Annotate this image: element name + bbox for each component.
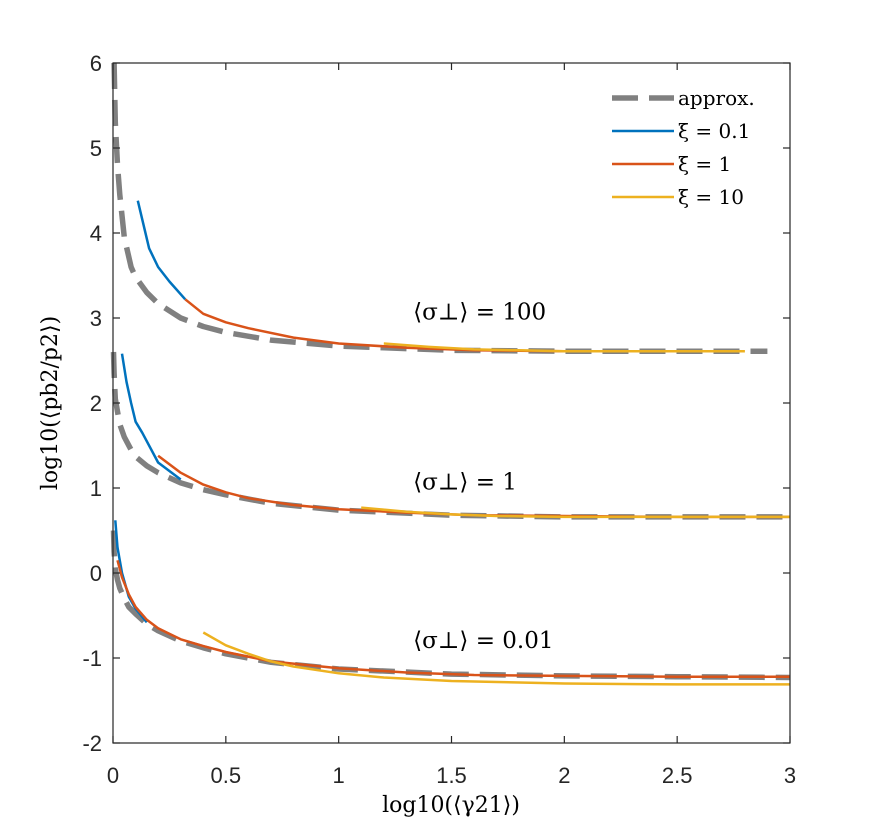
series-line-0-1-sigma-100 (136, 200, 187, 301)
series-line-1-sigma-0-01 (116, 559, 790, 678)
series-line-10-sigma-1 (361, 506, 790, 519)
x-tick-label: 3 (784, 763, 796, 788)
legend-label-10: ξ = 10 (678, 185, 744, 209)
x-tick-label: 0.5 (211, 763, 242, 788)
series-line-10-sigma-0-01 (202, 631, 790, 686)
x-tick-label: 1 (333, 763, 345, 788)
legend-label-0-1: ξ = 0.1 (678, 119, 750, 143)
y-tick-label: 4 (90, 221, 102, 246)
annotation-sigma-100: ⟨σ⊥⟩ = 100 (413, 300, 546, 326)
y-tick-label: 2 (90, 391, 102, 416)
x-tick-label: 0 (107, 763, 119, 788)
legend-label-1: ξ = 1 (678, 152, 731, 176)
series-layer (110, 62, 791, 686)
annotation-sigma-0-01: ⟨σ⊥⟩ = 0.01 (413, 628, 553, 654)
y-tick-label: 1 (90, 476, 102, 501)
legend-box (598, 80, 783, 214)
x-axis-label: log10(⟨γ21⟩) (382, 793, 520, 818)
y-tick-label: 6 (90, 51, 102, 76)
x-tick-label: 2.5 (662, 763, 693, 788)
x-tick-label: 1.5 (436, 763, 467, 788)
series-line-10-sigma-100 (383, 342, 745, 353)
y-tick-label: -2 (82, 731, 102, 756)
tick-layer: 0 0.5 1 1.5 2 2.5 3 -2 -1 0 1 2 3 4 5 6 (82, 51, 796, 788)
annotation-sigma-1: ⟨σ⊥⟩ = 1 (413, 470, 517, 496)
y-tick-label: 3 (90, 306, 102, 331)
series-line-approx-sigma-1 (110, 351, 790, 520)
y-tick-label: -1 (82, 646, 102, 671)
y-tick-label: 0 (90, 561, 102, 586)
series-line-0-1-sigma-1 (120, 353, 182, 481)
y-tick-label: 5 (90, 136, 102, 161)
x-tick-label: 2 (558, 763, 570, 788)
legend-label-approx: approx. (678, 86, 755, 110)
y-axis-label: log10(⟨pb2/p2⟩) (38, 316, 63, 490)
legend: approx. ξ = 0.1 ξ = 1 ξ = 10 (598, 80, 783, 214)
